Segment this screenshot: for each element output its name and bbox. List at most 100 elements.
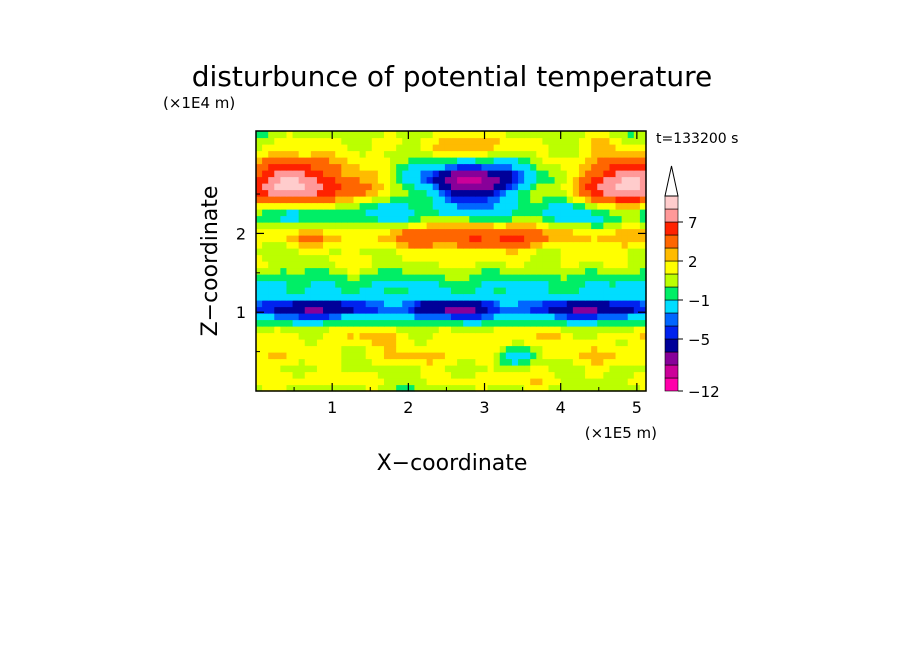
field-cell	[609, 293, 617, 301]
field-cell	[566, 222, 574, 230]
field-cell	[365, 222, 373, 230]
field-cell	[414, 196, 422, 204]
field-cell	[383, 235, 391, 243]
field-cell	[536, 332, 544, 340]
field-cell	[335, 157, 342, 165]
field-cell	[292, 384, 300, 392]
field-cell	[438, 150, 446, 158]
field-cell	[396, 202, 403, 210]
field-cell	[481, 163, 489, 171]
field-cell	[633, 228, 641, 236]
field-cell	[304, 261, 312, 269]
field-cell	[609, 202, 617, 210]
field-cell	[578, 313, 586, 321]
field-cell	[621, 183, 629, 191]
colorbar-tick-label: 2	[688, 253, 698, 271]
field-cell	[542, 274, 550, 282]
field-cell	[463, 332, 470, 340]
field-cell	[621, 261, 629, 269]
field-cell	[274, 235, 281, 243]
field-cell	[420, 345, 428, 353]
field-cell	[329, 202, 336, 210]
field-cell	[402, 209, 409, 217]
field-cell	[371, 183, 379, 191]
field-cell	[463, 150, 470, 158]
field-cell	[414, 235, 422, 243]
field-cell	[585, 313, 592, 321]
field-cell	[639, 144, 647, 152]
field-cell	[609, 280, 617, 288]
field-cell	[572, 261, 580, 269]
field-cell	[536, 352, 544, 360]
field-cell	[542, 313, 550, 321]
field-cell	[383, 209, 391, 217]
field-cell	[310, 176, 318, 184]
field-cell	[402, 202, 409, 210]
field-cell	[426, 241, 434, 249]
field-cell	[591, 274, 598, 282]
field-cell	[475, 274, 483, 282]
field-cell	[408, 287, 416, 295]
field-cell	[451, 287, 458, 295]
field-cell	[597, 345, 604, 353]
field-cell	[262, 202, 269, 210]
field-cell	[256, 209, 263, 217]
field-cell	[463, 365, 470, 373]
field-cell	[505, 235, 513, 243]
field-cell	[511, 358, 519, 366]
field-cell	[518, 332, 525, 340]
field-cell	[444, 209, 452, 217]
field-cell	[408, 176, 416, 184]
field-cell	[518, 215, 525, 223]
field-cell	[292, 352, 300, 360]
field-cell	[578, 144, 586, 152]
field-cell	[262, 215, 269, 223]
field-cell	[597, 267, 604, 275]
field-cell	[633, 209, 641, 217]
field-cell	[566, 280, 574, 288]
field-cell	[554, 183, 562, 191]
field-cell	[341, 280, 349, 288]
field-cell	[341, 313, 349, 321]
field-cell	[390, 300, 397, 308]
field-cell	[298, 365, 306, 373]
field-cell	[444, 287, 452, 295]
field-cell	[274, 222, 281, 230]
field-cell	[432, 332, 440, 340]
field-cell	[262, 157, 269, 165]
field-cell	[298, 267, 306, 275]
field-cell	[639, 345, 647, 353]
field-cell	[371, 215, 379, 223]
field-cell	[316, 365, 324, 373]
field-cell	[627, 209, 635, 217]
field-cell	[578, 352, 586, 360]
field-cell	[280, 189, 288, 197]
field-cell	[530, 267, 537, 275]
field-cell	[639, 254, 647, 262]
field-cell	[426, 300, 434, 308]
field-cell	[499, 254, 507, 262]
field-cell	[444, 248, 452, 256]
field-cell	[426, 235, 434, 243]
field-cell	[280, 306, 288, 314]
field-cell	[365, 176, 373, 184]
field-cell	[615, 352, 623, 360]
field-cell	[396, 378, 403, 386]
field-cell	[457, 248, 464, 256]
field-cell	[524, 267, 531, 275]
field-cell	[262, 326, 269, 334]
field-cell	[420, 241, 428, 249]
field-cell	[341, 222, 349, 230]
field-cell	[585, 176, 592, 184]
field-cell	[268, 215, 275, 223]
field-cell	[639, 157, 647, 165]
field-cell	[298, 339, 306, 347]
field-cell	[426, 254, 434, 262]
field-cell	[432, 248, 440, 256]
field-cell	[438, 306, 446, 314]
field-cell	[304, 150, 312, 158]
field-cell	[292, 378, 300, 386]
field-cell	[256, 157, 263, 165]
field-cell	[639, 306, 647, 314]
field-cell	[469, 144, 476, 152]
